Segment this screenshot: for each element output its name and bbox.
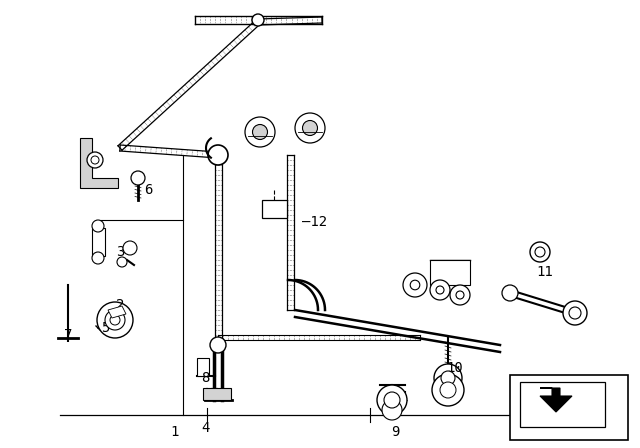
Text: 1: 1 [171,425,179,439]
Text: 00149786: 00149786 [541,430,589,440]
Circle shape [253,125,268,139]
Polygon shape [540,388,572,412]
Circle shape [245,117,275,147]
Text: 11: 11 [536,265,554,279]
Circle shape [210,337,226,353]
Circle shape [110,315,120,325]
Text: 10: 10 [447,361,463,375]
Circle shape [563,301,587,325]
Bar [197,358,209,376]
Text: 2: 2 [116,298,124,312]
Bar [203,388,231,400]
Polygon shape [108,306,126,318]
Circle shape [295,113,325,143]
Circle shape [105,310,125,330]
Circle shape [430,280,450,300]
Text: 9: 9 [391,425,399,439]
Bar [520,382,605,427]
Circle shape [436,286,444,294]
Polygon shape [80,138,118,188]
Circle shape [252,14,264,26]
Text: 7: 7 [64,328,72,342]
Circle shape [434,364,462,392]
Circle shape [131,171,145,185]
Circle shape [410,280,420,290]
Circle shape [91,156,99,164]
Circle shape [117,257,127,267]
Text: –12: –12 [302,215,327,229]
Bar [510,375,628,440]
Circle shape [432,374,464,406]
Circle shape [87,152,103,168]
Bar [92,228,105,256]
Bar [262,200,287,218]
Circle shape [403,273,427,297]
Circle shape [377,385,407,415]
Text: 3: 3 [116,245,124,259]
Text: 8: 8 [201,371,209,385]
Text: 5: 5 [101,321,109,335]
Circle shape [208,145,228,165]
Circle shape [303,121,317,135]
Circle shape [92,252,104,264]
Circle shape [535,247,545,257]
Text: 6: 6 [144,183,152,197]
Circle shape [456,291,464,299]
Circle shape [97,302,133,338]
Circle shape [440,382,456,398]
Circle shape [382,400,402,420]
Circle shape [450,285,470,305]
Circle shape [92,220,104,232]
Circle shape [123,241,137,255]
Circle shape [530,242,550,262]
Text: 4: 4 [201,421,209,435]
Circle shape [384,392,400,408]
Circle shape [569,307,581,319]
Circle shape [441,371,455,385]
Circle shape [502,285,518,301]
Bar [430,260,470,285]
